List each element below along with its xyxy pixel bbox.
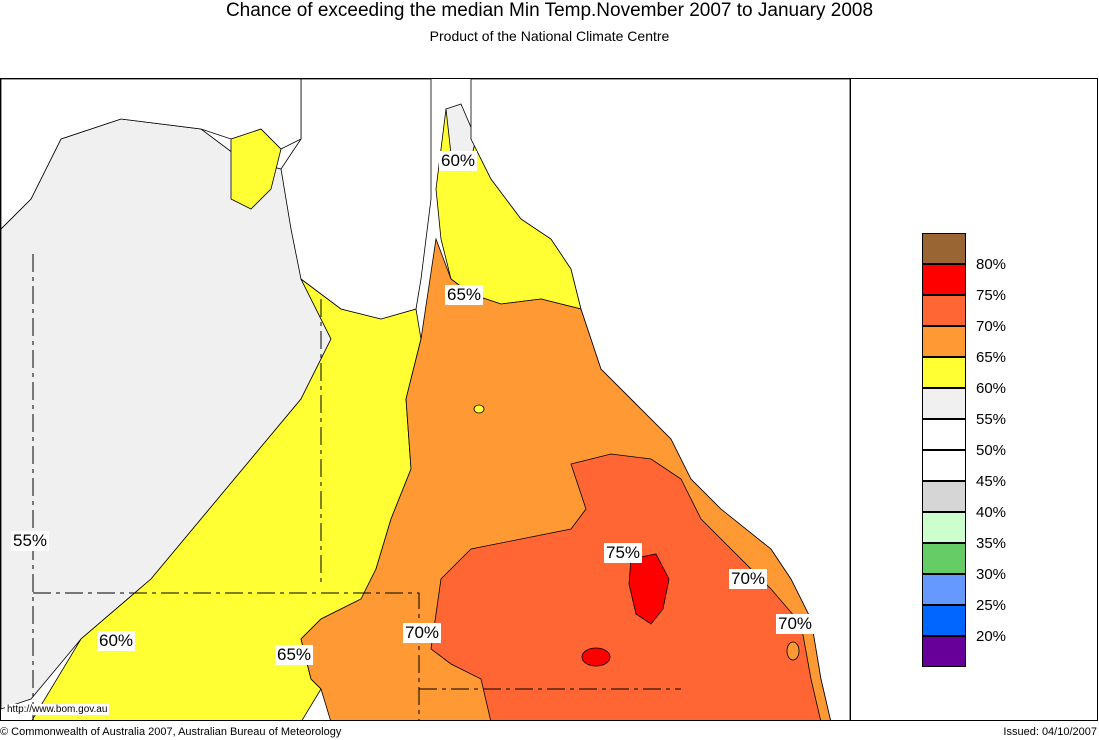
legend-swatch (922, 264, 966, 295)
legend-label: 80% (976, 256, 1007, 273)
legend-label: 55% (976, 411, 1007, 428)
legend-swatch (922, 605, 966, 636)
legend-swatch (922, 512, 966, 543)
zone-60-spot (473, 404, 485, 414)
zone-75-north (628, 553, 670, 625)
zone-75-south (581, 647, 611, 667)
source-url: http://www.bom.gov.au (5, 704, 110, 715)
legend-swatch (922, 233, 966, 264)
map-label: 60% (97, 631, 136, 651)
map-label: 65% (275, 645, 314, 665)
legend-label: 25% (976, 597, 1007, 614)
legend-swatch (922, 636, 966, 667)
legend-label: 50% (976, 442, 1007, 459)
copyright: © Commonwealth of Australia 2007, Austra… (0, 726, 342, 738)
legend-swatch (922, 450, 966, 481)
probability-map (1, 79, 850, 720)
legend-swatch (922, 295, 966, 326)
ocean-north (1, 79, 302, 230)
map-frame: 80% 75% 70% 65% 60% 55% 50% 45% 40% 35% … (0, 78, 1098, 721)
map-label: 70% (776, 614, 815, 634)
legend-label: 45% (976, 473, 1007, 490)
issued-date: Issued: 04/10/2007 (1003, 726, 1097, 738)
legend-swatch (922, 357, 966, 388)
legend-swatch (922, 326, 966, 357)
legend-label: 20% (976, 628, 1007, 645)
ocean-coral (470, 79, 850, 720)
state-border-sa (33, 592, 420, 720)
legend-label: 35% (976, 535, 1007, 552)
map-label: 70% (729, 569, 768, 589)
map-label: 60% (439, 151, 478, 171)
map-title: Chance of exceeding the median Min Temp.… (225, 0, 874, 21)
legend-label: 65% (976, 349, 1007, 366)
ocean-gulf (280, 79, 432, 320)
zone-55-capetip (445, 103, 477, 160)
legend-swatch (922, 388, 966, 419)
map-label: 75% (604, 543, 643, 563)
legend-swatch (922, 574, 966, 605)
zone-70 (430, 453, 821, 720)
legend-label: 40% (976, 504, 1007, 521)
map-label: 70% (403, 623, 442, 643)
map-label: 55% (11, 531, 50, 551)
legend-label: 60% (976, 380, 1007, 397)
legend-label: 75% (976, 287, 1007, 304)
legend-divider (850, 79, 851, 720)
legend-label: 70% (976, 318, 1007, 335)
zone-65-spot (786, 641, 800, 661)
legend-label: 30% (976, 566, 1007, 583)
map-label: 65% (445, 285, 484, 305)
legend-swatch (922, 481, 966, 512)
map-subtitle: Product of the National Climate Centre (429, 28, 670, 44)
legend-swatch (922, 543, 966, 574)
legend-swatch (922, 419, 966, 450)
